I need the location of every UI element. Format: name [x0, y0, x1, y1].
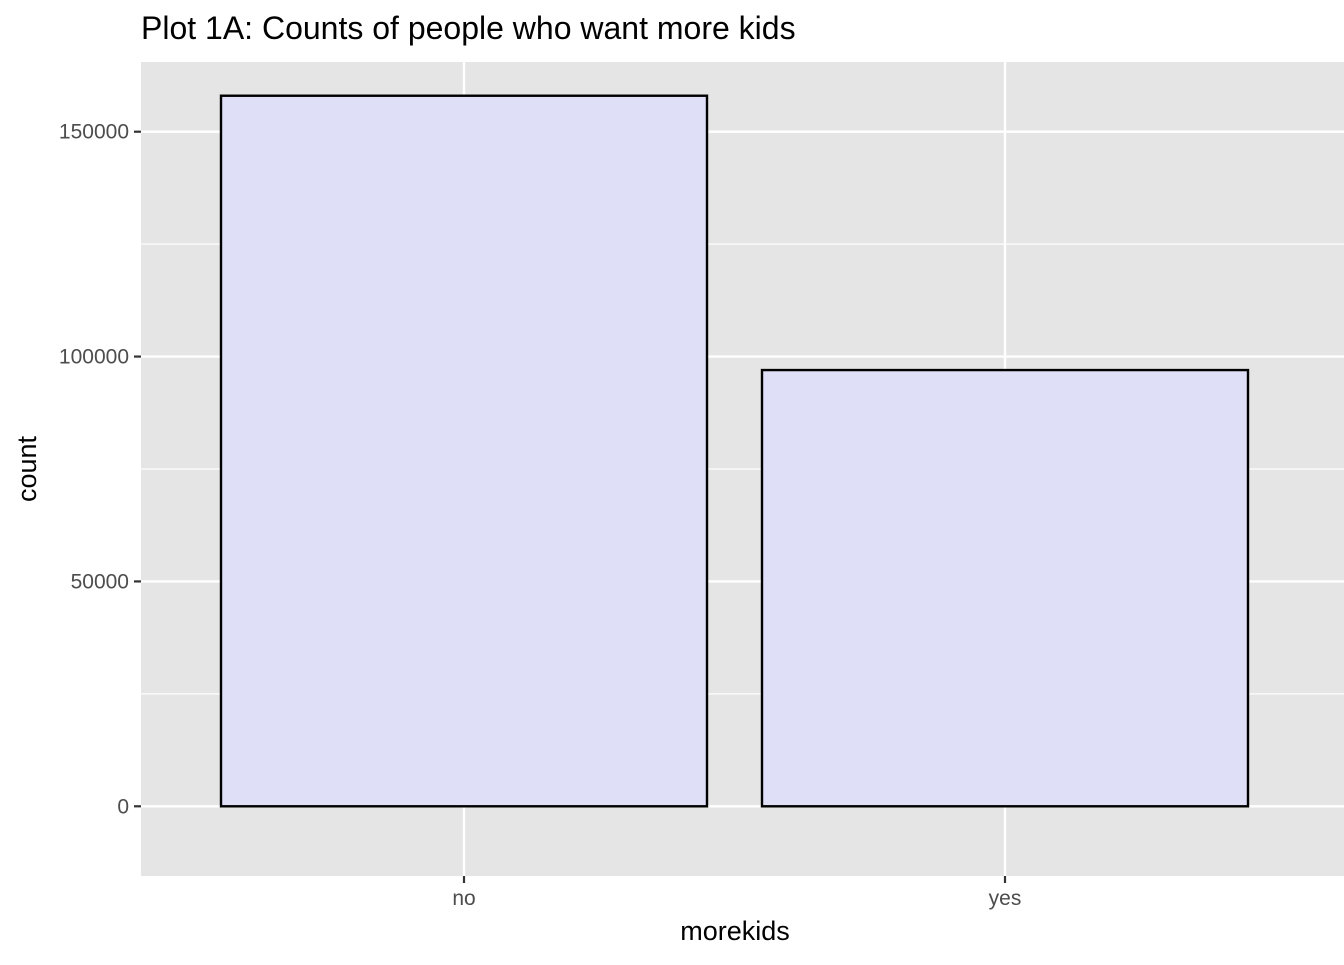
y-tick-label: 150000: [59, 121, 129, 144]
x-tick-label-no: no: [452, 887, 475, 910]
x-axis-title: morekids: [680, 916, 790, 946]
x-axis: no yes: [452, 876, 1021, 910]
y-axis-title: count: [12, 435, 42, 502]
chart-title: Plot 1A: Counts of people who want more …: [141, 10, 796, 46]
y-tick-label: 50000: [71, 570, 129, 593]
y-tick-label: 100000: [59, 346, 129, 369]
bars-group: [219, 94, 1250, 808]
bar-no: [219, 94, 709, 808]
bar-yes: [760, 368, 1250, 808]
y-tick-label: 0: [117, 795, 129, 818]
y-axis: 0 50000 100000 150000: [59, 121, 141, 818]
x-tick-label-yes: yes: [989, 887, 1022, 910]
